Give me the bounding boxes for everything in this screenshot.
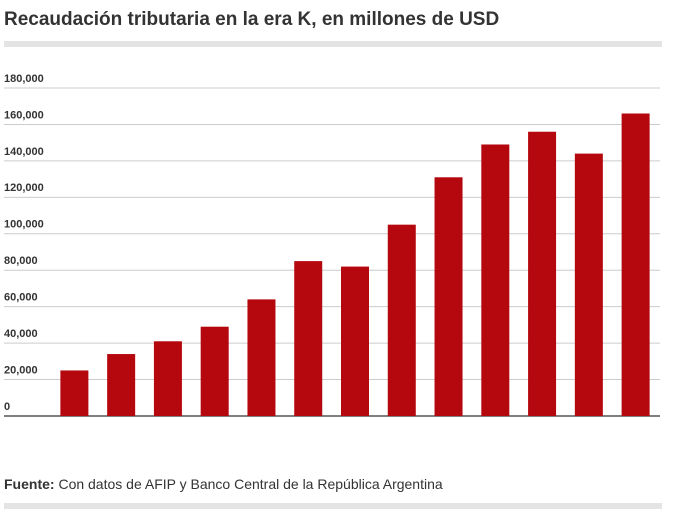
bar [107, 354, 136, 416]
bar [574, 153, 603, 416]
y-tick-label: 20,000 [4, 364, 38, 376]
bar [247, 299, 276, 416]
bar [481, 144, 510, 416]
bar [387, 224, 416, 416]
y-tick-label: 160,000 [4, 109, 44, 121]
y-tick-label: 120,000 [4, 182, 44, 194]
footer-rule [4, 503, 662, 509]
bar [200, 326, 229, 416]
y-tick-label: 180,000 [4, 73, 44, 85]
source-text: Con datos de AFIP y Banco Central de la … [58, 476, 442, 492]
source-label: Fuente: [4, 476, 55, 492]
y-tick-label: 40,000 [4, 328, 38, 340]
y-tick-label: 80,000 [4, 255, 38, 267]
y-tick-label: 140,000 [4, 146, 44, 158]
bar [434, 177, 463, 416]
y-tick-label: 100,000 [4, 219, 44, 231]
y-tick-label: 60,000 [4, 292, 38, 304]
chart-title: Recaudación tributaria en la era K, en m… [4, 9, 499, 30]
source: Fuente: Con datos de AFIP y Banco Centra… [4, 476, 443, 492]
bar [60, 370, 89, 416]
bar [341, 266, 369, 416]
title-rule [4, 41, 662, 47]
bar [153, 341, 182, 416]
bar [528, 131, 557, 416]
bar [621, 113, 650, 416]
y-tick-label: 0 [4, 401, 10, 413]
bar [294, 261, 323, 416]
